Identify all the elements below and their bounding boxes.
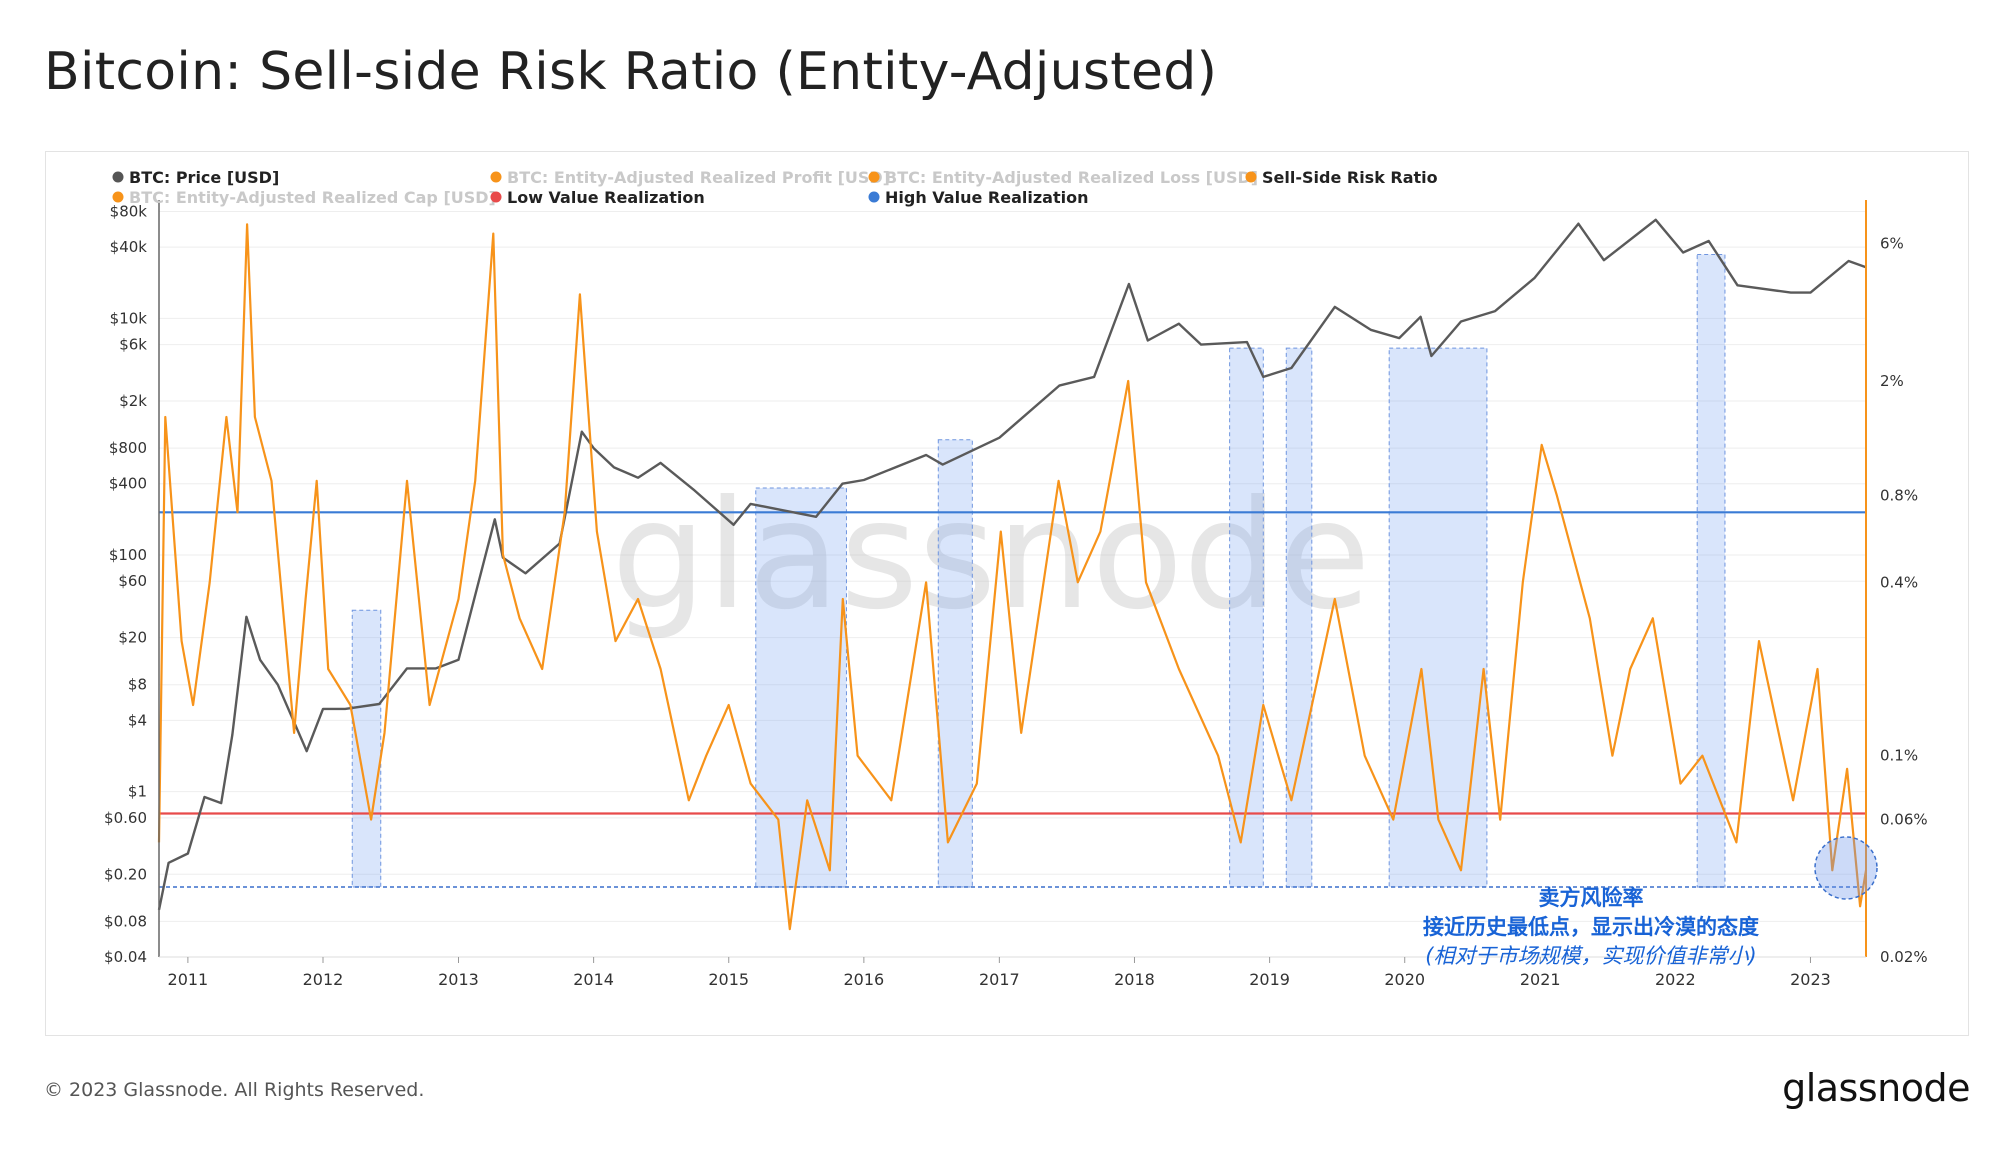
legend-label: BTC: Entity-Adjusted Realized Loss [USD]: [885, 168, 1258, 187]
y-left-tick-label: $8: [128, 676, 147, 694]
legend-marker: [868, 171, 880, 183]
x-tick-label: 2019: [1249, 970, 1290, 989]
x-tick-label: 2011: [168, 970, 209, 989]
legend-marker: [490, 171, 502, 183]
annotation-subtitle: 接近历史最低点，显示出冷漠的态度: [1423, 915, 1759, 939]
x-tick-label: 2022: [1655, 970, 1696, 989]
y-left-tick-label: $1: [128, 783, 147, 801]
y-left-tick-label: $800: [109, 439, 147, 457]
watermark-text: glassnode: [611, 469, 1370, 643]
y-right-tick-label: 0.06%: [1880, 811, 1928, 829]
x-tick-label: 2014: [573, 970, 614, 989]
x-tick-label: 2017: [979, 970, 1020, 989]
highlight-band: [1229, 347, 1264, 888]
annotation-title: 卖方风险率: [1539, 886, 1644, 910]
highlight-band: [937, 439, 973, 888]
y-left-tick-label: $80k: [110, 202, 148, 220]
y-left-tick-label: $40k: [110, 238, 148, 256]
y-right-tick-label: 6%: [1880, 235, 1904, 253]
x-tick-label: 2012: [303, 970, 344, 989]
latest-reading-circle: [1814, 836, 1878, 900]
y-left-tick-label: $400: [109, 475, 147, 493]
legend-marker: [112, 191, 124, 203]
x-tick-label: 2013: [438, 970, 479, 989]
x-tick-label: 2016: [844, 970, 885, 989]
legend-marker: [1245, 171, 1257, 183]
y-left-tick-label: $0.20: [104, 865, 147, 883]
y-left-tick-label: $4: [128, 711, 147, 729]
y-right-tick-label: 0.02%: [1880, 948, 1928, 966]
y-left-tick-label: $0.04: [104, 948, 147, 966]
x-tick-label: 2021: [1520, 970, 1561, 989]
legend-label: High Value Realization: [885, 188, 1088, 207]
highlight-band: [1696, 253, 1726, 888]
footer-brand-logo: glassnode: [1782, 1066, 1970, 1110]
y-left-tick-label: $10k: [110, 309, 148, 327]
legend-label: BTC: Price [USD]: [129, 168, 279, 187]
legend-label: BTC: Entity-Adjusted Realized Profit [US…: [507, 168, 890, 187]
y-left-tick-label: $0.60: [104, 809, 147, 827]
y-left-tick-label: $6k: [119, 336, 147, 354]
x-tick-label: 2020: [1384, 970, 1425, 989]
y-right-tick-label: 0.8%: [1880, 487, 1918, 505]
y-left-tick-label: $2k: [119, 392, 147, 410]
legend-label: BTC: Entity-Adjusted Realized Cap [USD]: [129, 188, 496, 207]
y-right-tick-label: 0.1%: [1880, 747, 1918, 765]
x-tick-label: 2023: [1790, 970, 1831, 989]
highlight-band: [1388, 347, 1488, 888]
y-left-tick-label: $0.08: [104, 912, 147, 930]
legend-marker: [112, 171, 124, 183]
y-left-tick-label: $60: [118, 572, 147, 590]
y-left-tick-label: $20: [118, 629, 147, 647]
price-line: [157, 218, 1867, 911]
legend-label: Low Value Realization: [507, 188, 705, 207]
legend-marker: [868, 191, 880, 203]
risk-ratio-line: [157, 223, 1868, 931]
x-tick-label: 2018: [1114, 970, 1155, 989]
legend-label: Sell-Side Risk Ratio: [1262, 168, 1438, 187]
y-right-tick-label: 0.4%: [1880, 573, 1918, 591]
x-tick-label: 2015: [708, 970, 749, 989]
page-title: Bitcoin: Sell-side Risk Ratio (Entity-Ad…: [44, 42, 1218, 102]
y-left-tick-label: $100: [109, 546, 147, 564]
chart-panel: glassnode $80k $40k $10k $6k $2k $800 $400 $100 $…: [45, 151, 1969, 1036]
footer-copyright: © 2023 Glassnode. All Rights Reserved.: [44, 1079, 425, 1101]
highlight-band: [1285, 347, 1313, 888]
annotation-note: (相对于市场规模，实现价值非常小): [1425, 944, 1756, 968]
legend-marker: [490, 191, 502, 203]
chart: glassnode $80k $40k $10k $6k $2k $800 $400 $100 $…: [104, 168, 1928, 989]
y-right-tick-label: 2%: [1880, 372, 1904, 390]
highlight-band: [351, 609, 382, 888]
